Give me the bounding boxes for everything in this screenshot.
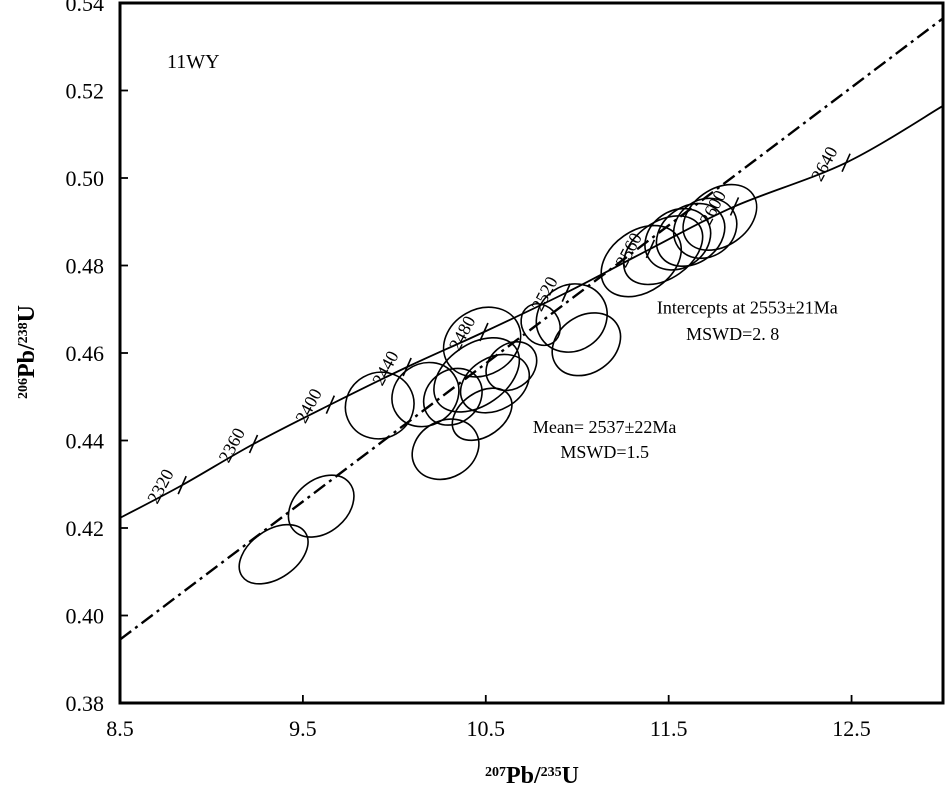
age-tick-label: 2440 xyxy=(368,347,403,388)
annotation-text: Mean= 2537±22Ma xyxy=(533,417,677,437)
age-tick-mark xyxy=(402,357,412,377)
error-ellipse xyxy=(485,340,538,392)
age-tick-mark xyxy=(561,283,571,302)
error-ellipse xyxy=(451,387,513,442)
y-tick-label: 0.38 xyxy=(66,691,105,716)
error-ellipse xyxy=(442,306,522,378)
x-tick-label: 10.5 xyxy=(467,716,506,741)
age-tick-mark xyxy=(645,239,656,259)
plot-frame xyxy=(118,1,945,705)
sample-label: 11WY xyxy=(167,51,220,73)
y-tick-label: 0.48 xyxy=(66,254,105,279)
annotations-layer: Intercepts at 2553±21Ma MSWD=2. 8 Mean= 25… xyxy=(533,298,838,462)
error-ellipse xyxy=(682,183,758,251)
error-ellipse xyxy=(535,283,608,353)
y-axis-title: 206Pb/238U xyxy=(14,305,40,399)
error-ellipse xyxy=(672,197,738,260)
error-ellipse xyxy=(644,207,712,271)
annotation-text: MSWD=1.5 xyxy=(560,442,649,462)
error-ellipse xyxy=(287,474,355,538)
age-tick-label: 2320 xyxy=(143,466,178,507)
x-tick-label: 9.5 xyxy=(289,716,317,741)
concordia-curve xyxy=(120,105,943,519)
age-tick-mark xyxy=(177,475,187,495)
discordia-line xyxy=(120,17,943,641)
error-ellipse xyxy=(622,215,704,286)
age-tick-mark xyxy=(841,153,851,173)
y-tick-label: 0.52 xyxy=(66,79,105,104)
annotation-text: MSWD=2. 8 xyxy=(686,324,779,344)
error-ellipse xyxy=(433,337,521,413)
age-tick-label: 2360 xyxy=(214,424,249,465)
y-tick-label: 0.44 xyxy=(66,429,105,454)
curves-layer xyxy=(120,17,943,641)
age-tick-label: 2560 xyxy=(611,229,646,270)
x-tick-label: 12.5 xyxy=(832,716,871,741)
x-tick-label: 11.5 xyxy=(650,716,688,741)
age-tick-mark xyxy=(479,322,489,342)
annotation-text: Intercepts at 2553±21Ma xyxy=(657,298,838,318)
axes-layer: 8.5 9.5 10.5 11.5 12.5 0.38 0.40 0.42 0.44 0.46 0.… xyxy=(66,0,945,741)
y-tick-label: 0.50 xyxy=(66,166,105,191)
y-tick-label: 0.40 xyxy=(66,604,105,629)
error-ellipse xyxy=(600,224,683,298)
error-ellipse xyxy=(238,523,309,585)
age-tick-label: 2640 xyxy=(807,143,842,184)
age-tick-mark xyxy=(729,197,740,216)
y-tick-label: 0.54 xyxy=(66,0,105,16)
age-tick-label: 2400 xyxy=(291,385,326,426)
error-ellipse xyxy=(551,312,622,377)
y-tick-label: 0.46 xyxy=(66,341,105,366)
age-tick-mark xyxy=(325,395,336,414)
x-tick-label: 8.5 xyxy=(106,716,134,741)
age-tick-label: 2520 xyxy=(527,273,562,314)
ellipses-layer xyxy=(238,183,758,585)
y-tick-label: 0.42 xyxy=(66,516,105,541)
age-tick-mark xyxy=(248,434,259,454)
x-axis-title: 207Pb/235U xyxy=(485,763,579,789)
age-tick-label: 2480 xyxy=(445,312,480,353)
error-ellipse xyxy=(411,418,480,481)
error-ellipse xyxy=(344,371,415,440)
